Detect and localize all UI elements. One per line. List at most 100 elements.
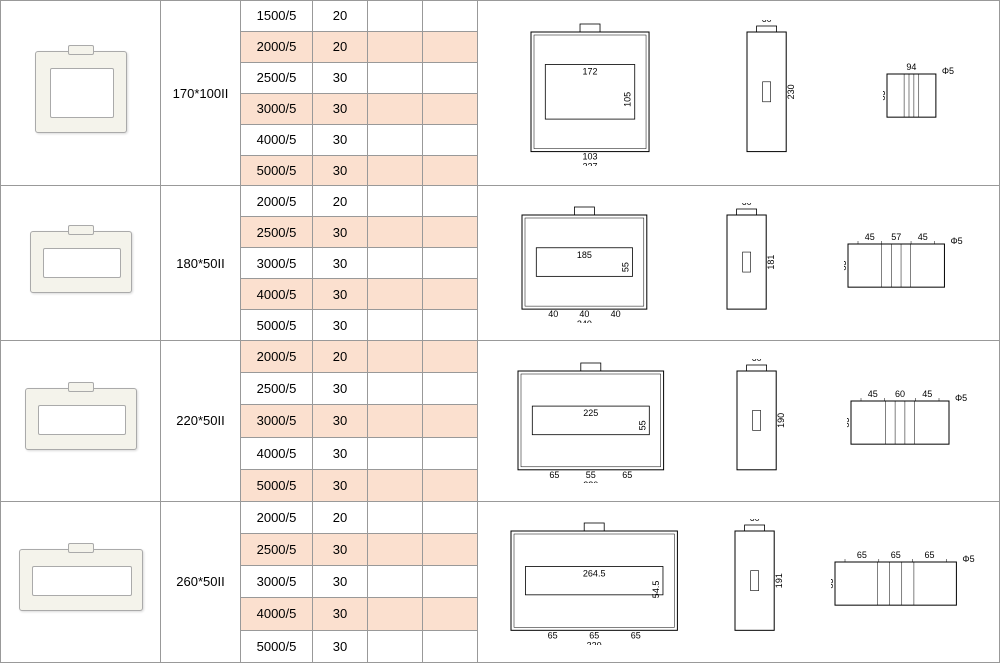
svg-text:40: 40 [579,309,589,319]
diagram-cell: 264.5 54.5 656565 320 60 191 656565 [478,501,1000,662]
top-diagram: 456045 Φ5 83 [847,387,969,454]
svg-text:105: 105 [623,92,633,107]
product-cell [1,1,161,186]
svg-text:185: 185 [577,250,592,260]
empty-cell [368,186,423,217]
burden-cell: 20 [313,501,368,533]
ratio-cell: 2000/5 [241,31,313,62]
empty-cell [368,155,423,186]
svg-text:Φ5: Φ5 [951,236,963,246]
empty-cell [423,31,478,62]
svg-text:45: 45 [867,389,877,399]
svg-text:65: 65 [589,631,599,641]
svg-text:227: 227 [583,162,598,166]
diagram-cell: 172 105 103 227 60 230 94 Φ5 [478,1,1000,186]
empty-cell [368,248,423,279]
svg-text:55: 55 [638,420,648,430]
ratio-cell: 4000/5 [241,124,313,155]
svg-text:55: 55 [621,262,631,272]
spec-cell: 180*50II [161,186,241,341]
empty-cell [423,501,478,533]
svg-text:40: 40 [611,309,621,319]
ratio-cell: 5000/5 [241,155,313,186]
svg-text:60: 60 [895,389,905,399]
svg-text:60: 60 [751,359,761,363]
burden-cell: 30 [313,437,368,469]
empty-cell [368,124,423,155]
svg-text:60: 60 [750,519,760,523]
burden-cell: 20 [313,31,368,62]
ratio-cell: 2000/5 [241,341,313,373]
empty-cell [368,93,423,124]
empty-cell [368,310,423,341]
spec-label: 180*50II [176,256,224,271]
empty-cell [423,1,478,32]
svg-text:45: 45 [922,389,932,399]
burden-cell: 30 [313,93,368,124]
product-cell [1,186,161,341]
svg-text:65: 65 [924,550,934,560]
product-cell [1,341,161,501]
empty-cell [423,566,478,598]
svg-text:57: 57 [892,232,902,242]
svg-text:230: 230 [787,85,797,100]
empty-cell [423,630,478,662]
ratio-cell: 2500/5 [241,217,313,248]
svg-text:65: 65 [631,631,641,641]
svg-text:190: 190 [776,412,786,427]
burden-cell: 30 [313,630,368,662]
svg-text:54.5: 54.5 [651,581,661,599]
top-diagram: 656565 Φ5 83 [831,548,976,615]
svg-text:Φ5: Φ5 [962,554,974,564]
spec-table: 170*100II1500/520 172 105 103 227 60 230 [0,0,1000,663]
side-diagram: 60 230 [741,20,800,166]
svg-text:65: 65 [623,469,633,479]
svg-text:65: 65 [856,550,866,560]
burden-cell: 30 [313,373,368,405]
ratio-cell: 5000/5 [241,310,313,341]
top-diagram: 94 Φ5 83 [883,60,956,127]
spec-cell: 220*50II [161,341,241,501]
svg-text:65: 65 [550,469,560,479]
empty-cell [423,310,478,341]
spec-cell: 260*50II [161,501,241,662]
svg-text:Φ5: Φ5 [955,393,967,403]
svg-text:280: 280 [584,479,599,483]
svg-text:65: 65 [890,550,900,560]
empty-cell [423,598,478,630]
empty-cell [423,533,478,565]
product-image [19,549,143,611]
empty-cell [368,341,423,373]
svg-text:83: 83 [883,90,887,100]
burden-cell: 30 [313,310,368,341]
empty-cell [423,186,478,217]
svg-text:55: 55 [586,469,596,479]
product-image [35,51,127,133]
empty-cell [368,31,423,62]
ratio-cell: 1500/5 [241,1,313,32]
empty-cell [368,437,423,469]
empty-cell [423,62,478,93]
product-image [25,388,137,450]
empty-cell [423,341,478,373]
svg-text:320: 320 [587,641,602,645]
burden-cell: 30 [313,566,368,598]
svg-text:60: 60 [762,20,772,24]
ratio-cell: 2500/5 [241,62,313,93]
empty-cell [368,373,423,405]
top-diagram: 455745 Φ5 83 [844,230,964,297]
burden-cell: 30 [313,598,368,630]
empty-cell [368,405,423,437]
burden-cell: 30 [313,279,368,310]
ratio-cell: 2000/5 [241,501,313,533]
svg-text:94: 94 [906,62,916,72]
burden-cell: 30 [313,469,368,501]
svg-text:240: 240 [577,319,592,323]
front-diagram: 172 105 103 227 [521,20,659,166]
empty-cell [368,630,423,662]
burden-cell: 30 [313,124,368,155]
spec-label: 260*50II [176,574,224,589]
empty-cell [368,62,423,93]
ratio-cell: 5000/5 [241,469,313,501]
empty-cell [368,469,423,501]
